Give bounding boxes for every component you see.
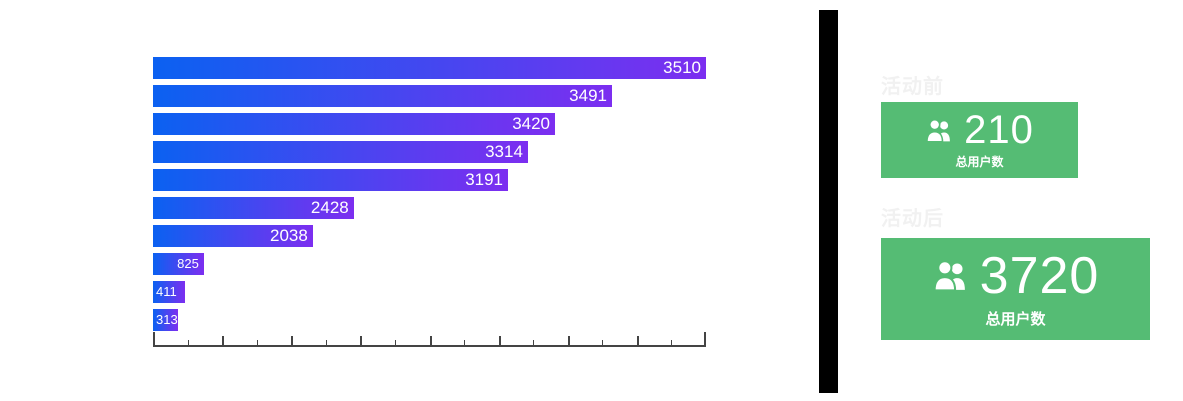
before-card-main: 210: [925, 110, 1034, 150]
axis-tick: [671, 340, 673, 345]
bar-series-segment[interactable]: 313: [153, 309, 178, 331]
axis-tick: [291, 336, 294, 345]
axis-tick: [498, 336, 501, 345]
users-icon: [925, 118, 953, 143]
bar-series-segment[interactable]: 2428: [153, 197, 354, 219]
axis-tick: [704, 332, 706, 345]
after-section-title: 活动后: [881, 208, 944, 230]
bar-value-label: 411: [156, 284, 177, 299]
bar-value-label: 3420: [512, 114, 551, 133]
bar-row: 3491: [153, 85, 706, 107]
bar-series-segment[interactable]: 3420: [153, 113, 556, 135]
bar-row: 825: [153, 253, 706, 275]
axis-tick: [602, 340, 604, 345]
before-user-count: 210: [964, 108, 1034, 152]
bar-series-segment[interactable]: 2038: [153, 225, 313, 247]
bar-row: 3510: [153, 57, 706, 79]
bar-row: 2428: [153, 197, 706, 219]
bar-series-segment[interactable]: 3191: [153, 169, 509, 191]
bar-value-label: 825: [177, 256, 199, 271]
vertical-divider: [819, 10, 838, 393]
axis-tick: [394, 340, 396, 345]
axis-tick: [464, 340, 466, 345]
axis-tick: [153, 332, 155, 345]
axis-tick: [429, 336, 432, 345]
bar-row: 3314: [153, 141, 706, 163]
bar-row: 2038: [153, 225, 706, 247]
bar-series-segment[interactable]: 411: [153, 281, 186, 303]
axis-tick: [636, 336, 639, 345]
after-user-count: 3720: [979, 246, 1100, 305]
after-card-caption: 总用户数: [985, 310, 1046, 328]
axis-tick: [222, 336, 225, 345]
bar-row: 411: [153, 281, 706, 303]
axis-tick: [360, 336, 363, 345]
bar-row: 313: [153, 309, 706, 331]
bar-value-label: 3510: [663, 58, 701, 77]
bar-value-label: 2428: [310, 198, 349, 217]
bar-value-label: 3491: [569, 86, 607, 105]
bar-series-segment[interactable]: 3510: [153, 57, 706, 79]
bar-row: 3191: [153, 169, 706, 191]
x-axis: [153, 332, 706, 347]
axis-tick: [187, 340, 189, 345]
before-summary-card: 210 总用户数: [881, 102, 1078, 178]
before-card-caption: 总用户数: [955, 155, 1004, 169]
axis-tick: [533, 340, 535, 345]
bar-value-label: 3191: [465, 170, 504, 189]
bar-value-label: 2038: [269, 226, 308, 245]
after-summary-card: 3720 总用户数: [881, 238, 1150, 340]
bar-series-segment[interactable]: 825: [153, 253, 204, 275]
bar-series-segment[interactable]: 3491: [153, 85, 612, 107]
before-section-title: 活动前: [881, 76, 944, 98]
bar-series-segment[interactable]: 3314: [153, 141, 528, 163]
axis-tick: [567, 336, 570, 345]
bar-row: 3420: [153, 113, 706, 135]
after-card-main: 3720: [932, 250, 1100, 302]
axis-tick: [325, 340, 327, 345]
bar-chart: 3510 3491 3420 3314 3191 2428 2038 825 411 313: [153, 57, 706, 347]
axis-tick: [256, 340, 258, 345]
bar-value-label: 313: [156, 312, 178, 327]
bar-value-label: 3314: [485, 142, 523, 161]
users-icon: [932, 259, 969, 292]
